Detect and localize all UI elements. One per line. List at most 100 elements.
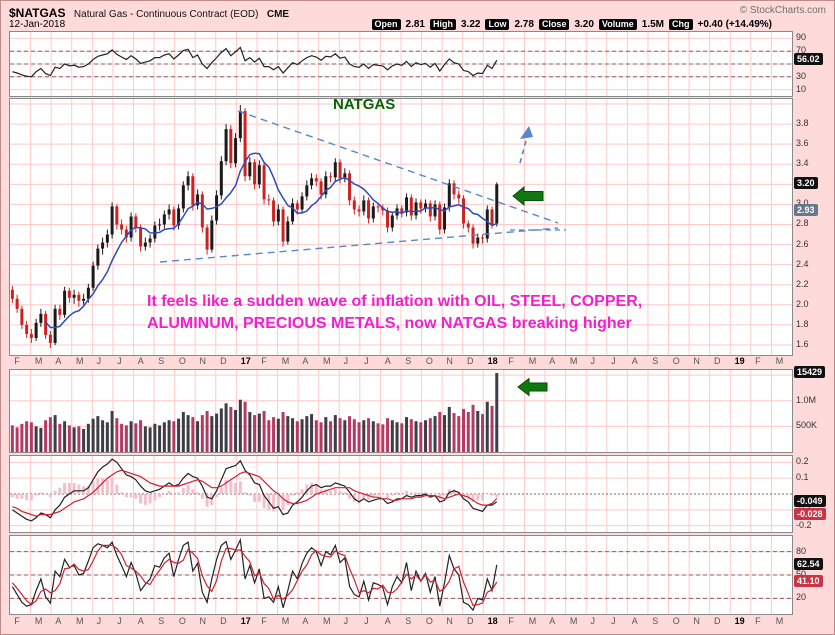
month-label: D [220, 616, 227, 626]
value-label-box: 2.93 [794, 204, 818, 216]
low-label: Low [485, 19, 510, 30]
month-label: M [323, 616, 331, 626]
month-label: M [569, 616, 578, 626]
rsi-panel [9, 31, 793, 97]
exchange: CME [266, 9, 290, 20]
month-label: J [96, 616, 102, 626]
y-axis-tick: -0.2 [796, 520, 812, 530]
month-label: F [508, 356, 514, 366]
month-label: O [425, 356, 433, 366]
month-label: N [446, 356, 453, 366]
month-label: A [549, 616, 556, 626]
month-label: M [323, 356, 331, 366]
value-label-box: -0.049 [794, 495, 826, 507]
month-label: A [631, 356, 638, 366]
y-axis-tick: 3.6 [796, 138, 809, 148]
month-label: A [631, 616, 638, 626]
month-label: N [693, 356, 700, 366]
month-axis-top: F M A M J J A S O N D 17 F M A M J J A S O N D 18 F M A M J J A S O N D 19 F… [9, 356, 791, 367]
month-label: J [96, 356, 102, 366]
y-axis-tick: 0.2 [796, 456, 809, 466]
month-label: N [199, 616, 207, 626]
value-label-box: 15429 [794, 366, 826, 378]
month-label: A [137, 616, 144, 626]
month-label: J [590, 356, 596, 366]
month-label: 18 [487, 616, 498, 626]
month-label: A [137, 356, 144, 366]
month-label: D [220, 356, 227, 366]
y-axis-tick: 20 [796, 592, 807, 602]
month-label: M [76, 616, 84, 626]
open-label: Open [371, 19, 401, 30]
y-axis-tick: 2.8 [796, 218, 809, 228]
price-panel [9, 98, 793, 356]
y-axis-tick: 500K [796, 420, 818, 430]
month-label: 17 [240, 356, 251, 366]
y-axis-tick: 70 [796, 45, 807, 55]
y-axis-tick: 30 [796, 71, 807, 81]
y-axis-tick: 2.6 [796, 239, 809, 249]
month-label: D [714, 616, 721, 626]
month-label: N [199, 356, 207, 366]
month-label: A [549, 356, 556, 366]
month-label: D [467, 356, 474, 366]
inflation-annotation-line1: It feels like a sudden wave of inflation… [147, 293, 643, 310]
month-label: J [364, 356, 369, 366]
macd-panel [9, 455, 793, 533]
month-label: A [302, 356, 309, 366]
month-label: F [755, 356, 761, 366]
month-label: F [261, 616, 267, 626]
month-label: M [281, 356, 290, 366]
month-label: D [714, 356, 721, 366]
quote-row: 12-Jan-2018 Open 2.81 High 3.22 Low 2.78… [9, 18, 802, 31]
high-value: 3.22 [461, 19, 481, 30]
natgas-annotation: NATGAS [333, 96, 396, 113]
chg-label: Chg [669, 19, 693, 30]
volume-value: 1.5M [641, 19, 664, 30]
month-label: F [508, 616, 514, 626]
value-label-box: 41.10 [794, 575, 823, 587]
y-axis-tick: 3.8 [796, 118, 809, 128]
month-label: O [178, 356, 186, 366]
month-label: D [467, 616, 474, 626]
month-label: M [281, 616, 290, 626]
month-label: O [672, 616, 680, 626]
symbol: $NATGAS [9, 6, 66, 20]
y-axis-tick: 1.0M [796, 395, 817, 405]
month-label: 19 [734, 356, 745, 366]
month-label: S [158, 616, 165, 626]
month-label: A [384, 616, 391, 626]
month-label: M [775, 616, 784, 626]
month-label: A [55, 356, 62, 366]
close-label: Close [538, 19, 570, 30]
y-axis-tick: 2.4 [796, 259, 809, 269]
month-label: M [528, 616, 537, 626]
month-label: M [775, 356, 784, 366]
month-label: F [14, 356, 20, 366]
month-label: S [405, 616, 412, 626]
y-axis-tick: 3.0 [796, 198, 809, 208]
close-value: 3.20 [574, 19, 594, 30]
quote-group: Open 2.81 High 3.22 Low 2.78 Close 3.20 … [371, 19, 772, 30]
month-label: 18 [487, 356, 498, 366]
chart-date: 12-Jan-2018 [9, 19, 66, 30]
month-label: F [14, 616, 20, 626]
y-axis-tick: 2.0 [796, 299, 809, 309]
month-label: J [611, 356, 616, 366]
month-label: N [693, 616, 700, 626]
month-label: S [158, 356, 165, 366]
value-label-box: -0.028 [794, 508, 826, 520]
inflation-annotation-line2: ALUMINUM, PRECIOUS METALS, now NATGAS br… [147, 315, 632, 332]
month-label: M [528, 356, 537, 366]
right-axis-labels: 90 70 30 10 56.02 3.8 3.6 3.4 3.0 2.8 2.6 2.4 2.2 2.0… [794, 1, 834, 634]
month-label: N [446, 616, 453, 626]
volume-label: Volume [598, 19, 637, 30]
month-label: A [384, 356, 391, 366]
open-value: 2.81 [405, 19, 425, 30]
y-axis-tick: 50 [796, 569, 807, 579]
y-axis-tick: 90 [796, 32, 807, 42]
month-label: O [425, 616, 433, 626]
stoch-panel [9, 535, 793, 615]
chart-description: Natural Gas - Continuous Contract (EOD) [73, 9, 259, 20]
